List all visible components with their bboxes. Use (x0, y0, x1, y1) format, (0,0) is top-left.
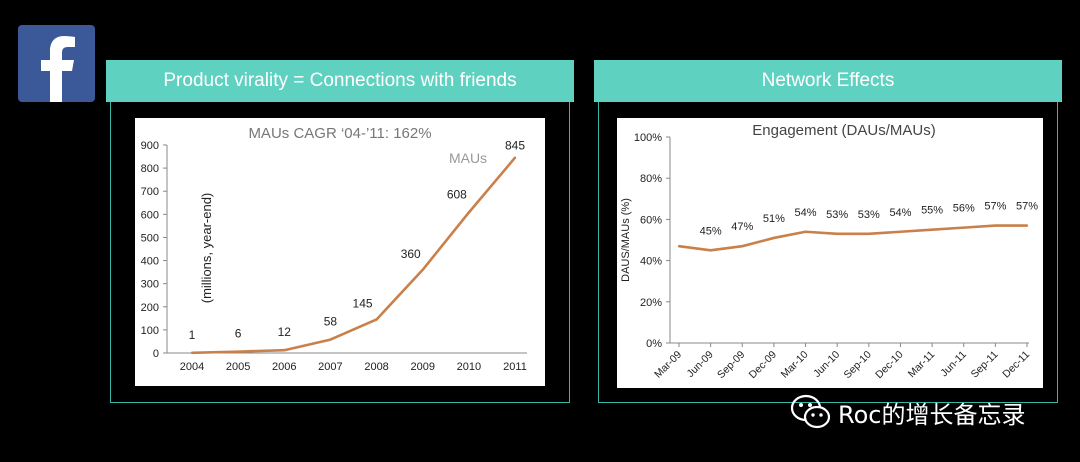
engagement-chart-svg: Engagement (DAUs/MAUs) 0% 20% 40% 60% 80% 100%… (620, 122, 1038, 382)
x-tick-label: Mar-11 (906, 349, 938, 381)
x-tick-label: Dec-09 (747, 349, 780, 382)
x-tick-label: 2010 (457, 361, 481, 373)
mau-point (236, 350, 240, 353)
y-tick-label: 0% (646, 338, 662, 350)
x-tick-label: Sep-10 (842, 349, 875, 382)
engagement-point (994, 224, 997, 227)
wechat-icon (790, 394, 831, 429)
mau-chart-svg: MAUs CAGR ‘04-’11: 162% 0 100 200 300 400 500 6… (141, 125, 527, 373)
engagement-point (962, 226, 965, 229)
engagement-data-label: 56% (953, 203, 975, 215)
x-tick-label: Sep-11 (969, 349, 1001, 381)
y-tick-label: 600 (141, 209, 159, 221)
mau-data-label: 6 (235, 327, 242, 341)
engagement-data-label: 57% (1016, 201, 1038, 213)
mau-series-line (191, 156, 516, 355)
facebook-f-icon (41, 36, 75, 102)
x-tick-label: Jun-10 (811, 349, 842, 380)
y-tick-label: 60% (640, 214, 662, 226)
y-tick-label: 100 (141, 325, 159, 337)
engagement-chart: Engagement (DAUs/MAUs) 0% 20% 40% 60% 80% 100%… (617, 118, 1043, 388)
y-axis-label: DAUS/MAUs (%) (620, 198, 632, 282)
x-tick-label: 2011 (503, 361, 527, 373)
mau-point (467, 211, 471, 214)
facebook-logo (18, 25, 95, 102)
x-tick-label: Dec-11 (1000, 349, 1032, 381)
mau-data-label: 1 (189, 328, 196, 342)
series-label: MAUs (449, 150, 487, 166)
mau-point (190, 351, 194, 354)
mau-chart: MAUs CAGR ‘04-’11: 162% 0 100 200 300 400 500 6… (135, 118, 545, 386)
x-tick-label: 2009 (410, 361, 434, 373)
mau-point (329, 338, 332, 341)
right-panel-header: Network Effects (594, 60, 1062, 102)
engagement-point (677, 244, 681, 248)
y-tick-label: 40% (640, 256, 662, 268)
engagement-data-label: 57% (984, 201, 1006, 213)
engagement-point (709, 249, 712, 252)
engagement-data-label: 54% (889, 207, 911, 219)
y-tick-label: 400 (141, 256, 159, 268)
mau-data-label: 608 (447, 187, 467, 201)
engagement-data-label: 53% (826, 209, 848, 221)
mau-point (513, 156, 517, 159)
mau-data-label: 845 (505, 139, 525, 153)
engagement-point (930, 228, 934, 231)
x-tick-label: Mar-10 (779, 349, 811, 381)
y-tick-label: 200 (141, 302, 159, 314)
x-tick-label: 2007 (318, 361, 342, 373)
engagement-point (835, 232, 839, 236)
y-tick-label: 80% (640, 173, 662, 185)
mau-data-label: 12 (278, 325, 292, 339)
y-tick-label: 700 (141, 186, 159, 198)
engagement-data-label: 53% (858, 209, 880, 221)
x-tick-label: Dec-10 (873, 349, 906, 382)
watermark: Roc的增长备忘录 (790, 392, 1025, 432)
mau-data-label: 145 (353, 296, 373, 310)
engagement-series-line (678, 224, 1027, 252)
y-tick-label: 900 (141, 140, 159, 152)
mau-data-label: 360 (401, 247, 421, 261)
chart-title: Engagement (DAUs/MAUs) (752, 122, 935, 139)
x-tick-label: Jun-11 (938, 349, 969, 380)
chart-title: MAUs CAGR ‘04-’11: 162% (248, 125, 431, 142)
engagement-data-label: 55% (921, 205, 943, 217)
y-tick-label: 100% (634, 132, 662, 144)
x-tick-label: Sep-09 (715, 349, 748, 382)
engagement-data-label: 54% (795, 207, 817, 219)
engagement-point (772, 236, 776, 240)
x-tick-label: 2008 (364, 361, 388, 373)
mau-point (283, 349, 286, 352)
x-tick-label: 2005 (226, 361, 250, 373)
y-tick-label: 800 (141, 163, 159, 175)
x-tick-label: Jun-09 (685, 349, 716, 380)
engagement-point (867, 232, 871, 236)
y-tick-label: 500 (141, 232, 159, 244)
engagement-point (899, 230, 902, 233)
engagement-data-label: 51% (763, 213, 785, 225)
x-tick-label: Mar-09 (652, 349, 684, 381)
y-axis-label: (millions, year-end) (199, 193, 214, 304)
mau-point (375, 318, 378, 321)
mau-data-label: 58 (324, 315, 338, 329)
engagement-point (1025, 224, 1029, 227)
engagement-point (741, 244, 744, 248)
x-tick-label: 2004 (180, 361, 204, 373)
mau-point (421, 268, 424, 271)
y-tick-label: 20% (640, 297, 662, 309)
left-panel-header: Product virality = Connections with frie… (106, 60, 574, 102)
engagement-data-label: 47% (731, 221, 753, 233)
x-tick-label: 2006 (272, 361, 296, 373)
y-tick-label: 0 (153, 348, 159, 360)
engagement-point (804, 230, 807, 233)
y-tick-label: 300 (141, 279, 159, 291)
engagement-data-label: 45% (700, 225, 722, 237)
watermark-text: Roc的增长备忘录 (838, 400, 1026, 429)
